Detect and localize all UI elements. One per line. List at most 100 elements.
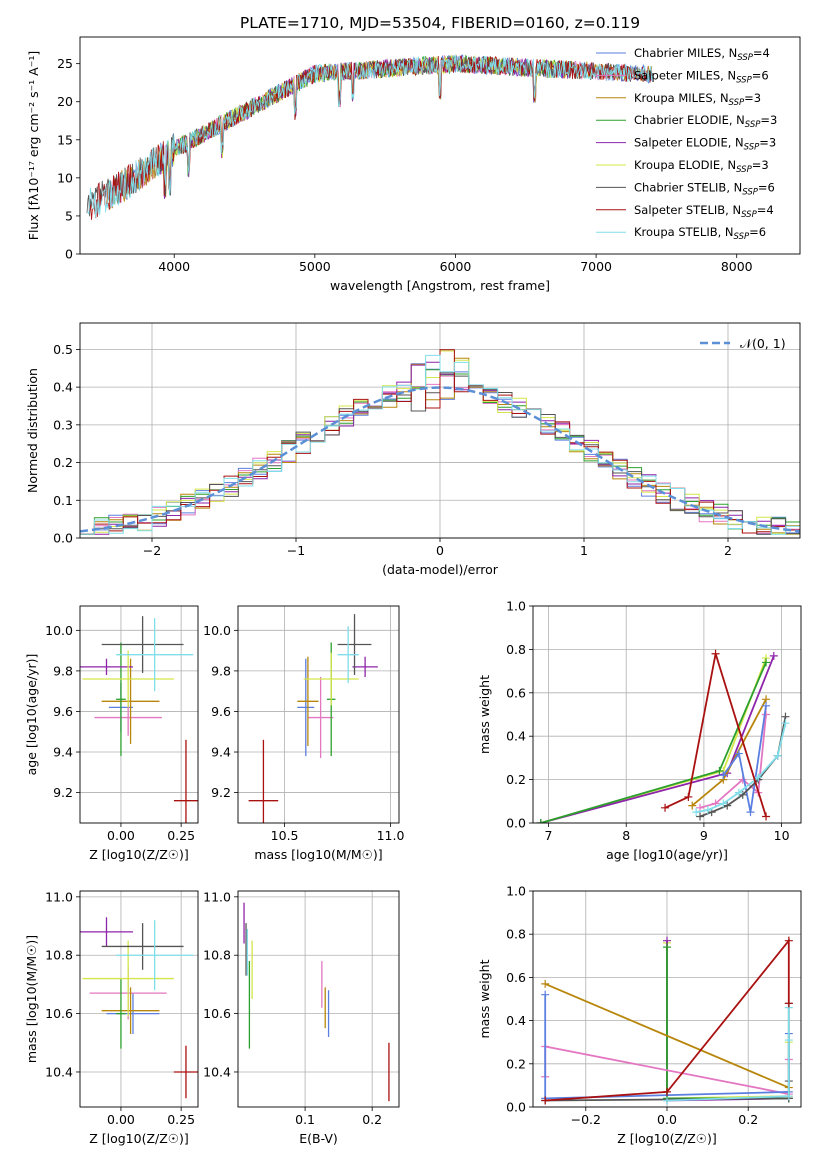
mw_age-frame [532,605,802,824]
mw_Z-marker-ChM [541,990,550,999]
age_mass-xlabel: mass [log10(M/M☉)] [254,847,382,862]
mw_age-ytick-label: 0.6 [506,685,526,700]
mw_Z-xtick-label: 0.0 [657,1112,677,1127]
age_mass-ytick-label: 9.8 [211,663,231,678]
mw_Z-marker-SaS [663,1087,671,1096]
mw_Z-ytick-label: 0.6 [506,970,526,985]
mw_age-marker-KrS [781,719,790,728]
age_Z-points [80,616,198,823]
mass_Z-points [80,917,198,1099]
legend-label-ChS: Chabrier STELIB, NSSP=6 [634,180,775,197]
legend-label-SaS: Salpeter STELIB, NSSP=4 [634,203,774,220]
spectrum-frame [79,36,801,255]
mw_Z-line-SaS [545,938,790,1102]
spectrum-axes: 4000 5000 6000 7000 8000 0 5 10 15 20 25 wavelength… [26,51,753,293]
mw_age-marker-ChM [734,749,743,758]
mw_age-marker-KrM [688,801,697,810]
mass_Z-xtick-label: 0.00 [107,1112,135,1127]
age_Z-xtick-label: 0.00 [107,828,135,843]
mw_age-marker-SaM [762,710,771,719]
residuals-ytick-label: 0.3 [53,417,73,432]
mw_age-marker-ChE [762,658,771,667]
residuals-xtick-label: 2 [724,543,732,558]
mw_age-marker-KrS [703,805,712,814]
mass_ebv-points [243,902,390,1102]
mw_age-xtick-label: 7 [545,828,553,843]
mw_age-ytick-label: 1.0 [506,599,526,614]
age_Z-ylabel: age [log10(age/yr)] [24,654,39,776]
mw_age-marker-KrS [692,808,701,817]
legend-label-KrM: Kroupa MILES, NSSP=3 [634,91,761,108]
spectrum-ytick-label: 20 [57,94,73,109]
spectrum-line-KrM [106,56,653,210]
residuals-xlabel: (data-model)/error [382,562,499,577]
mw_Z-line-KrM [544,983,790,1089]
mw_age-marker-KrS [754,773,763,782]
mw_age-axes: 7 8 9 10 0.0 0.2 0.4 0.6 0.8 1.0 age [log10(age/yr… [477,599,801,862]
mw_age-marker-ChE [536,819,545,823]
residuals-xtick-label: 1 [580,543,588,558]
mw_age-marker-KrS [773,751,782,760]
age_Z-ytick-label: 9.4 [53,745,73,760]
mass_Z-ytick-label: 10.8 [45,948,73,963]
mw_age-marker-ChS [696,812,705,821]
mw_age-marker-ChM [719,771,728,780]
spectrum-legend: Chabrier MILES, NSSP=4 Salpeter MILES, NS… [596,46,777,242]
mw_Z-marker-ChE [663,943,671,952]
mw_age-line-ChE [540,662,767,823]
spectrum-xtick-label: 7000 [580,259,612,274]
mass_ebv-xtick-label: 0.2 [362,1112,382,1127]
spectrum-line-KrS [86,54,653,218]
spectrum-ytick-label: 25 [57,56,73,71]
age_Z-ytick-label: 10.0 [45,623,73,638]
mw_age-xtick-label: 10 [774,828,790,843]
mw_age-marker-ChE [715,766,724,775]
age_mass-xtick-label: 10.5 [271,828,299,843]
mass_ebv-ytick-label: 10.4 [203,1064,231,1079]
gauss-legend-label: 𝒩(0, 1) [740,336,786,351]
hist-KrS [80,354,800,535]
spectrum-series [86,54,653,220]
mw_age-marker-KrS [734,788,743,797]
age_mass-xtick-label: 11.0 [377,828,405,843]
mw_Z-xlabel: Z [log10(Z/Z☉)] [617,1131,717,1146]
mw_age-marker-SaE [769,651,778,660]
spectrum-ytick-label: 0 [65,247,73,262]
mass_Z-ytick-label: 10.6 [45,1006,73,1021]
mw_Z-ylabel: mass weight [477,959,492,1038]
mass_ebv-ytick-label: 11.0 [203,889,231,904]
mw_age-ylabel: mass weight [477,675,492,754]
age_Z-xtick-label: 0.25 [167,828,195,843]
age_mass-ytick-label: 9.2 [211,785,231,800]
legend-label-SaM: Salpeter MILES, NSSP=6 [634,68,769,85]
mw_age-marker-SaS [762,812,771,821]
age_Z-frame [79,605,199,824]
mw_Z-marker-KrS [663,1096,671,1105]
mw_age-xlabel: age [log10(age/yr)] [606,847,728,862]
mass_ebv-xtick-label: 0.1 [295,1112,315,1127]
gauss-curve [80,386,800,533]
mw_age-ytick-label: 0.0 [506,816,526,831]
mw_age-marker-ChM [746,808,755,817]
mw_age-ytick-label: 0.2 [506,772,526,787]
legend-label-ChE: Chabrier ELODIE, NSSP=3 [634,113,777,130]
spectrum-line-ChS [86,55,653,217]
residuals-ytick-label: 0.0 [53,531,73,546]
mw_age-series [536,649,790,823]
mass_ebv-axes: 0.1 0.2 10.4 10.6 10.8 11.0 E(B-V) [203,889,399,1146]
residuals-ytick-label: 0.1 [53,493,73,508]
spectrum-ytick-label: 5 [65,208,73,223]
mass_Z-frame [79,890,199,1108]
mass_Z-xtick-label: 0.25 [167,1112,195,1127]
mass_ebv-ytick-label: 10.6 [203,1006,231,1021]
mw_Z-ytick-label: 1.0 [506,884,526,899]
mw_Z-marker-KrM [541,979,550,988]
residuals-ytick-label: 0.5 [53,342,73,357]
age_Z-ytick-label: 9.8 [53,663,73,678]
mw_age-ytick-label: 0.4 [506,729,526,744]
mass_ebv-frame [237,890,400,1108]
residuals-ylabel: Normed distribution [25,368,40,493]
mw_age-ytick-label: 0.8 [506,642,526,657]
age_mass-ytick-label: 9.6 [211,704,231,719]
